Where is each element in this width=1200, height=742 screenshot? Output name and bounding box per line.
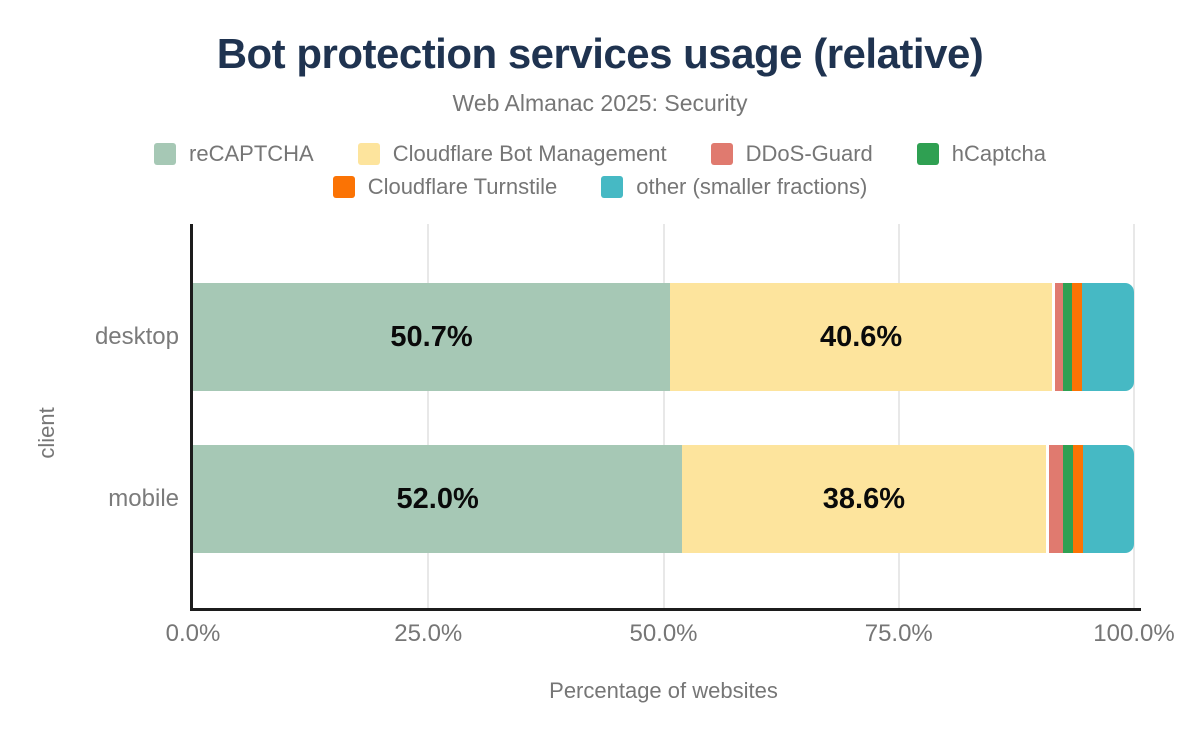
legend-label: other (smaller fractions) bbox=[636, 173, 868, 199]
bar-segment-ddos-guard bbox=[1045, 445, 1064, 553]
legend-row-2: Cloudflare Turnstile other (smaller fract… bbox=[0, 170, 1200, 203]
legend-swatch-cloudflare-bot-management bbox=[357, 142, 380, 165]
bar-segment-other-smaller-fractions bbox=[1082, 283, 1134, 391]
bar-segment-cloudflare-turnstile bbox=[1072, 445, 1084, 553]
y-category-label-mobile: mobile bbox=[108, 485, 179, 512]
x-tick-label-75-0: 75.0% bbox=[864, 620, 933, 647]
x-tick-label-100-0: 100.0% bbox=[1093, 620, 1175, 647]
legend-row-1: reCAPTCHA Cloudflare Bot Management DDoS-G… bbox=[0, 137, 1200, 170]
bar-segment-label: 40.6% bbox=[819, 320, 903, 353]
bar-desktop: 50.7% 40.6% bbox=[193, 283, 1134, 391]
bar-segment-recaptcha: 50.7% bbox=[193, 283, 671, 391]
x-tick-label-50-0: 50.0% bbox=[629, 620, 698, 647]
legend-label: hCaptcha bbox=[951, 140, 1046, 166]
gridline-100 bbox=[1133, 224, 1135, 608]
gridline-50 bbox=[662, 224, 665, 608]
bar-segment-recaptcha: 52.0% bbox=[193, 445, 683, 553]
legend-swatch-cloudflare-turnstile bbox=[332, 175, 355, 198]
legend-item-cloudflare-turnstile[interactable]: Cloudflare Turnstile bbox=[332, 173, 558, 200]
x-tick-label-25-0: 25.0% bbox=[394, 620, 463, 647]
y-axis-title: client bbox=[34, 407, 59, 459]
bar-segment-hcaptcha bbox=[1063, 283, 1072, 391]
legend: reCAPTCHA Cloudflare Bot Management DDoS-G… bbox=[0, 137, 1200, 203]
bar-segment-hcaptcha bbox=[1063, 445, 1073, 553]
chart-subtitle: Web Almanac 2025: Security bbox=[452, 90, 748, 116]
legend-item-other-smaller-fractions[interactable]: other (smaller fractions) bbox=[601, 174, 867, 200]
legend-item-ddos-guard[interactable]: DDoS-Guard bbox=[710, 140, 873, 167]
bar-mobile: 52.0% 38.6% bbox=[193, 445, 1134, 553]
bar-segment-ddos-guard bbox=[1052, 283, 1064, 391]
legend-item-hcaptcha[interactable]: hCaptcha bbox=[916, 140, 1046, 167]
legend-label: Cloudflare Bot Management bbox=[392, 140, 667, 166]
x-tick-label-0-0: 0.0% bbox=[165, 620, 221, 647]
bar-segment-cloudflare-bot-management: 38.6% bbox=[682, 445, 1046, 553]
legend-label: DDoS-Guard bbox=[745, 140, 873, 166]
legend-label: reCAPTCHA bbox=[189, 140, 314, 166]
bar-segment-cloudflare-turnstile bbox=[1071, 283, 1083, 391]
bar-segment-cloudflare-bot-management: 40.6% bbox=[670, 283, 1053, 391]
legend-swatch-ddos-guard bbox=[710, 142, 733, 165]
legend-label: Cloudflare Turnstile bbox=[367, 173, 558, 199]
bar-segment-label: 50.7% bbox=[390, 320, 473, 353]
legend-swatch-hcaptcha bbox=[916, 142, 939, 165]
gridline-75 bbox=[897, 224, 900, 608]
x-axis-line bbox=[190, 608, 1141, 611]
legend-item-cloudflare-bot-management[interactable]: Cloudflare Bot Management bbox=[357, 140, 667, 167]
bar-segment-label: 38.6% bbox=[822, 482, 906, 515]
chart-title: Bot protection services usage (relative) bbox=[216, 30, 984, 77]
legend-item-recaptcha[interactable]: reCAPTCHA bbox=[154, 141, 314, 167]
bar-segment-other-smaller-fractions bbox=[1083, 445, 1134, 553]
y-axis-line bbox=[190, 224, 193, 611]
legend-swatch-other-smaller-fractions bbox=[601, 175, 624, 198]
gridline-25 bbox=[427, 224, 430, 608]
x-axis-title: Percentage of websites bbox=[549, 678, 778, 703]
legend-swatch-recaptcha bbox=[154, 142, 177, 165]
bar-segment-label: 52.0% bbox=[396, 482, 479, 515]
y-category-label-desktop: desktop bbox=[94, 323, 179, 350]
plot-area: Percentage of websites 50.7% 40.6% desktop… bbox=[95, 224, 1175, 703]
